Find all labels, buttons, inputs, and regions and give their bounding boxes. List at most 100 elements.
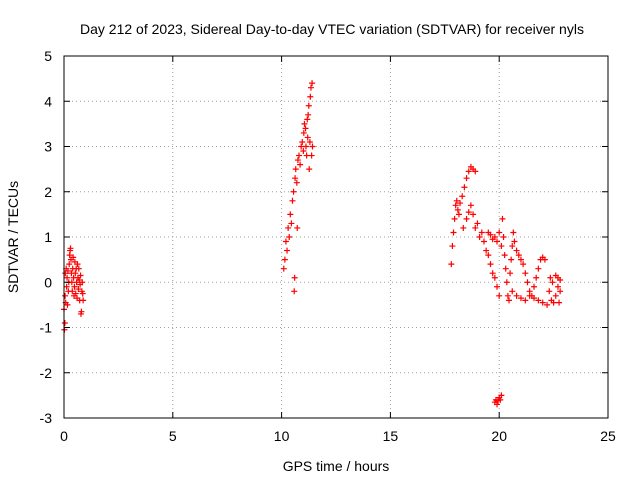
data-point: [487, 231, 494, 238]
data-point: [294, 157, 301, 164]
data-point: [72, 290, 79, 297]
data-point: [465, 168, 472, 175]
data-point: [306, 166, 313, 173]
data-point: [467, 202, 474, 209]
data-point: [557, 288, 564, 295]
data-point: [285, 224, 292, 231]
data-point: [461, 184, 468, 191]
y-tick-label: -2: [40, 365, 53, 381]
data-point: [552, 292, 559, 299]
data-point: [67, 245, 74, 252]
data-point: [522, 270, 529, 277]
data-point: [305, 102, 312, 109]
data-point: [513, 247, 520, 254]
data-point: [451, 215, 458, 222]
data-point: [452, 202, 459, 209]
data-point: [294, 224, 301, 231]
data-point: [303, 152, 310, 159]
data-point: [449, 243, 456, 250]
data-point: [472, 224, 479, 231]
data-point: [304, 134, 311, 141]
data-point: [517, 256, 524, 263]
data-point: [71, 283, 78, 290]
y-tick-label: 1: [44, 229, 52, 245]
y-axis-title: SDTVAR / TECUs: [5, 181, 21, 293]
data-point: [287, 211, 294, 218]
data-point: [489, 270, 496, 277]
data-point: [509, 243, 516, 250]
data-point: [284, 247, 291, 254]
data-point: [286, 234, 293, 240]
data-point: [497, 396, 504, 403]
data-point: [301, 120, 308, 127]
data-point: [297, 161, 304, 168]
data-point: [546, 288, 553, 295]
data-point: [463, 175, 470, 182]
data-point: [289, 197, 296, 204]
data-point: [496, 229, 503, 236]
data-point: [544, 301, 551, 308]
data-point: [457, 200, 464, 207]
data-point: [549, 279, 556, 286]
y-tick-label: -1: [40, 320, 53, 336]
data-point: [513, 292, 520, 299]
data-point: [487, 261, 494, 268]
data-point: [531, 295, 538, 302]
data-point: [309, 80, 316, 87]
data-point: [500, 234, 507, 240]
data-point: [502, 265, 509, 272]
data-point: [480, 238, 487, 245]
data-point: [300, 129, 307, 136]
data-point: [454, 206, 461, 213]
data-point: [494, 283, 501, 290]
data-point: [63, 283, 70, 290]
x-tick-label: 10: [274, 428, 290, 444]
data-point: [494, 401, 501, 408]
data-point: [463, 215, 470, 222]
axis-ticks: 0 5 10 15 20 25 -3 -2 -1 0 1 2 3 4 5: [40, 48, 616, 444]
data-point: [472, 168, 479, 175]
data-point: [520, 261, 527, 268]
x-tick-label: 0: [60, 428, 68, 444]
data-point: [510, 229, 517, 236]
data-point: [293, 179, 300, 186]
data-point: [450, 229, 457, 236]
data-point: [494, 238, 501, 245]
data-point: [524, 279, 531, 286]
data-point: [79, 290, 86, 297]
data-point: [306, 138, 313, 145]
data-point: [539, 299, 546, 306]
data-point: [503, 279, 510, 286]
data-point: [501, 252, 508, 259]
data-point: [526, 292, 533, 299]
y-tick-label: 0: [44, 274, 52, 290]
data-point: [517, 295, 524, 302]
data-point: [72, 270, 79, 277]
data-point: [554, 283, 561, 290]
data-point: [522, 297, 529, 304]
data-point: [305, 111, 312, 118]
x-tick-label: 15: [383, 428, 399, 444]
data-point: [61, 319, 68, 326]
data-point: [470, 211, 477, 218]
data-point: [69, 288, 76, 295]
x-tick-label: 25: [600, 428, 616, 444]
data-point: [66, 261, 73, 268]
data-point: [556, 299, 563, 306]
data-point: [292, 166, 299, 173]
data-points: [61, 80, 564, 408]
data-point: [302, 125, 309, 132]
data-point: [80, 297, 87, 304]
y-tick-label: -3: [40, 410, 53, 426]
data-point: [455, 211, 462, 218]
data-point: [77, 272, 84, 279]
y-tick-label: 3: [44, 139, 52, 155]
data-point: [547, 274, 554, 281]
data-point: [491, 274, 498, 281]
data-point: [476, 234, 483, 240]
data-point: [491, 234, 498, 240]
data-point: [75, 286, 82, 293]
data-point: [282, 238, 289, 245]
data-point: [541, 256, 548, 263]
